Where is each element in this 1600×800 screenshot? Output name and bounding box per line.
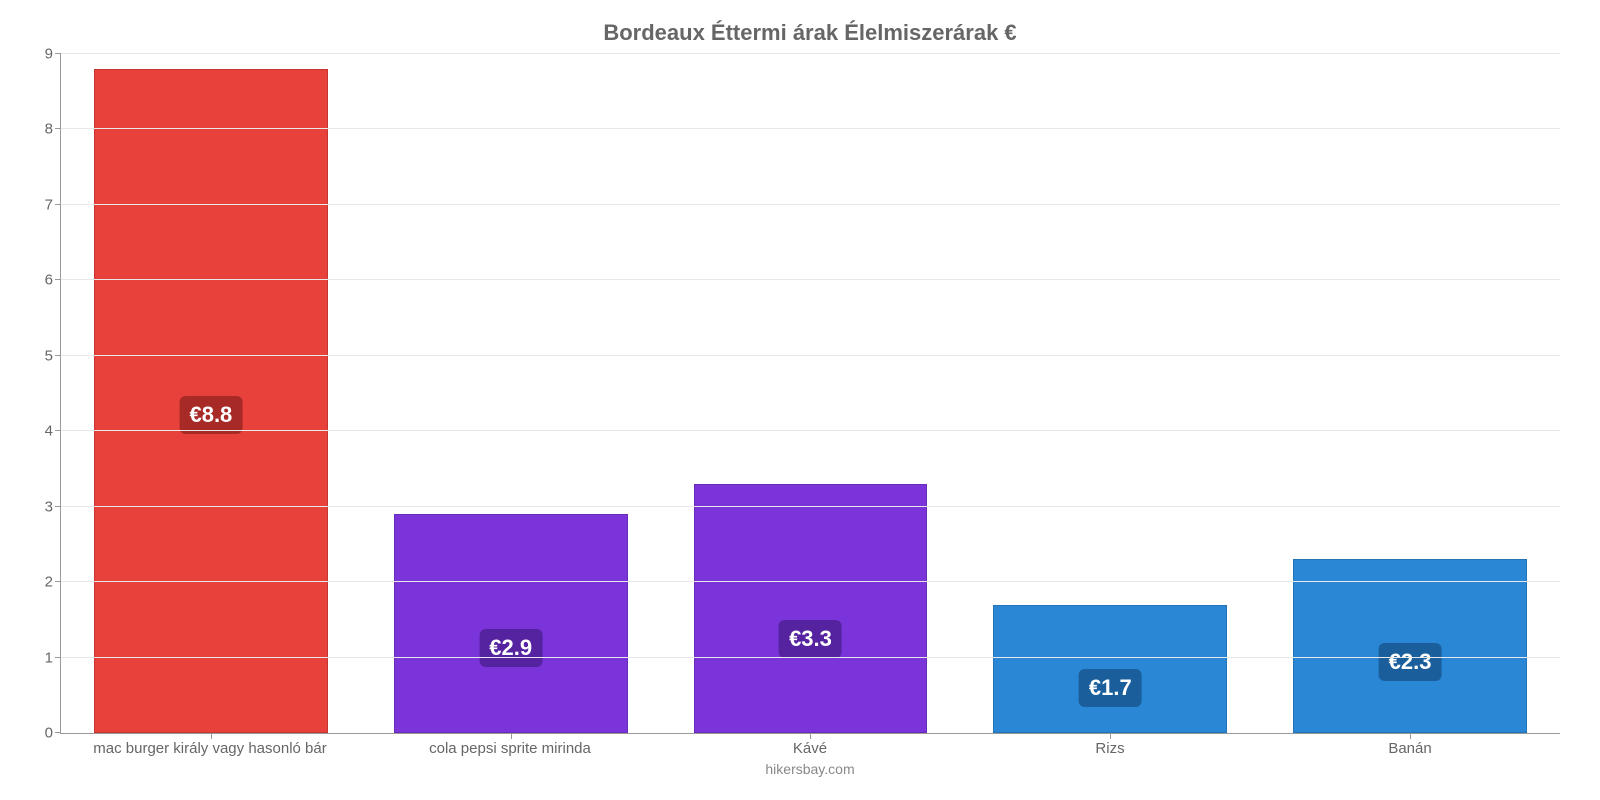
bars-row: €8.8 €2.9 €3.3 €1.7 €2.3 bbox=[61, 54, 1560, 733]
bar: €1.7 bbox=[993, 605, 1227, 733]
y-tick-label: 8 bbox=[45, 121, 61, 138]
x-tick-mark bbox=[1110, 733, 1111, 739]
x-tick-mark bbox=[211, 733, 212, 739]
y-tick-mark bbox=[55, 53, 61, 54]
y-tick-mark bbox=[55, 732, 61, 733]
y-tick-label: 0 bbox=[45, 725, 61, 742]
bar: €2.9 bbox=[394, 514, 628, 733]
y-tick-label: 2 bbox=[45, 574, 61, 591]
x-tick-mark bbox=[1410, 733, 1411, 739]
y-tick-label: 9 bbox=[45, 46, 61, 63]
y-tick-label: 5 bbox=[45, 347, 61, 364]
gridline bbox=[61, 279, 1560, 280]
y-tick-mark bbox=[55, 430, 61, 431]
bar-value-label: €2.3 bbox=[1379, 643, 1442, 681]
y-tick-mark bbox=[55, 657, 61, 658]
gridline bbox=[61, 657, 1560, 658]
y-tick-mark bbox=[55, 355, 61, 356]
gridline bbox=[61, 581, 1560, 582]
bar-slot: €1.7 bbox=[960, 54, 1260, 733]
y-tick-label: 6 bbox=[45, 272, 61, 289]
bar-value-label: €1.7 bbox=[1079, 669, 1142, 707]
bar: €3.3 bbox=[694, 484, 928, 733]
x-tick-mark bbox=[810, 733, 811, 739]
bar-value-label: €3.3 bbox=[779, 620, 842, 658]
y-tick-label: 4 bbox=[45, 423, 61, 440]
bar-value-label: €2.9 bbox=[479, 629, 542, 667]
bar-value-label: €8.8 bbox=[179, 396, 242, 434]
gridline bbox=[61, 355, 1560, 356]
y-tick-label: 7 bbox=[45, 196, 61, 213]
bar: €2.3 bbox=[1293, 559, 1527, 733]
y-tick-mark bbox=[55, 279, 61, 280]
gridline bbox=[61, 53, 1560, 54]
y-tick-mark bbox=[55, 128, 61, 129]
bar: €8.8 bbox=[94, 69, 328, 733]
gridline bbox=[61, 506, 1560, 507]
bar-slot: €2.9 bbox=[361, 54, 661, 733]
y-tick-label: 1 bbox=[45, 649, 61, 666]
y-tick-mark bbox=[55, 204, 61, 205]
gridline bbox=[61, 430, 1560, 431]
bar-slot: €2.3 bbox=[1260, 54, 1560, 733]
y-tick-label: 3 bbox=[45, 498, 61, 515]
y-tick-mark bbox=[55, 506, 61, 507]
gridline bbox=[61, 204, 1560, 205]
bar-slot: €8.8 bbox=[61, 54, 361, 733]
y-tick-mark bbox=[55, 581, 61, 582]
chart-source-label: hikersbay.com bbox=[60, 761, 1560, 777]
gridline bbox=[61, 128, 1560, 129]
plot-area: €8.8€2.9€3.3€1.7€2.3 0123456789 bbox=[60, 54, 1560, 734]
price-bar-chart: Bordeaux Éttermi árak Élelmiszerárak € €… bbox=[0, 0, 1600, 800]
chart-title: Bordeaux Éttermi árak Élelmiszerárak € bbox=[60, 20, 1560, 46]
bar-slot: €3.3 bbox=[661, 54, 961, 733]
x-tick-mark bbox=[511, 733, 512, 739]
